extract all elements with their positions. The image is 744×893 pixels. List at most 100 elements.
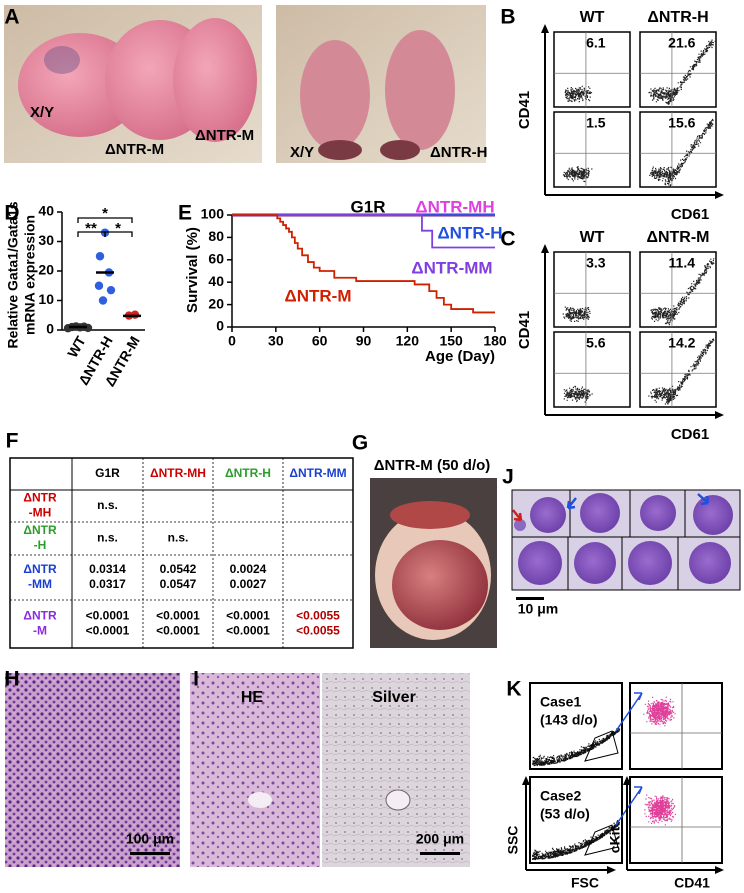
arrow-head [541,24,549,33]
arrow-head [715,411,724,419]
scale-label: 200 μm [416,831,464,847]
dot [95,252,105,261]
photo-a [4,5,486,163]
arrow-head [715,191,724,199]
flow-plot [639,331,717,408]
scale-label: 10 μm [518,601,558,617]
axis-label: SSC [505,826,521,855]
case-label: Case2 [540,788,581,804]
x-tick-label: 180 [483,333,507,349]
cell: 0.0314 [89,562,126,576]
flow-plot [553,111,631,188]
cell: <0.0001 [86,624,130,638]
row-label: -MM [28,577,52,591]
flow-events [648,338,715,405]
series-label: ΔNTR-M [285,286,352,305]
flow-events [563,385,593,403]
flow-events [643,696,676,727]
flow-events [532,820,620,861]
series-label: G1R [351,197,386,216]
column-header: WT [580,229,605,246]
flow-plot [629,776,723,864]
gate [584,730,619,762]
bracket [77,217,133,223]
flow-events [650,258,715,326]
arrow-head [522,776,530,785]
cytology [511,489,741,600]
caption: ΔNTR-M (50 d/o) [374,457,491,474]
panel-label: B [500,6,515,29]
histology [5,673,470,867]
cell: 0.0024 [230,562,267,576]
y-tick-label: 60 [208,251,224,267]
quadrant-value: 3.3 [586,255,606,271]
flow-events [564,85,593,103]
significance: * [102,205,108,222]
y-tick-label: 20 [208,295,224,311]
axis-label: FSC [571,875,599,891]
quadrant-value: 6.1 [586,35,606,51]
case-label: Case1 [540,694,581,710]
cell: 0.0317 [89,577,126,591]
column-header: G1R [95,466,120,480]
quadrant-value: 11.4 [669,255,696,271]
y-tick-label: 10 [38,291,54,307]
row-label: ΔNTR [23,523,57,537]
series-label: ΔNTR-H [437,223,502,242]
cell: n.s. [97,531,118,545]
arrow-head [607,866,616,874]
axis-label: Relative Gata1/Gata1s [5,201,21,348]
photo-label: ΔNTR-M [195,127,254,144]
column-header: ΔNTR-H [225,466,271,480]
y-tick-label: 20 [38,262,54,278]
cell: <0.0055 [296,609,340,623]
survival-line [232,214,495,249]
cell: n.s. [97,498,118,512]
gate-arrow [615,786,643,826]
column-header: ΔNTR-H [647,9,708,26]
arrow-head [541,244,549,253]
panel-label: H [4,668,19,691]
axis-label: CD41 [674,875,710,891]
axis-label: CD41 [516,311,533,349]
cell: <0.0001 [156,624,200,638]
scale-bar [420,852,460,855]
row-label: ΔNTR [23,491,57,505]
flow-events [562,166,593,183]
row-label: -MH [29,506,52,520]
cell: <0.0055 [296,624,340,638]
quadrant-value: 1.5 [586,115,606,131]
panel-label: G [352,432,368,455]
column-header: ΔNTR-MH [150,466,206,480]
flow-plot [629,682,723,770]
row-label: -H [34,538,47,552]
panel-label: A [4,6,19,29]
x-tick-label: 30 [268,333,284,349]
cell: 0.0027 [230,577,267,591]
y-tick-label: 0 [216,318,224,334]
axis-label: cKit [607,826,623,853]
axis-label: CD41 [516,91,533,129]
scale-label: 100 μm [126,831,174,847]
axis-label: Age (Day) [425,348,495,365]
photo-g [370,478,497,648]
x-tick-label: 0 [228,333,236,349]
y-tick-label: 100 [201,206,225,222]
y-tick-label: 40 [38,203,54,219]
survival-line [232,214,495,314]
significance: ** [85,220,97,237]
stain-label: Silver [372,689,416,706]
flow-plot [639,31,717,108]
axis-label: CD61 [671,426,709,443]
bracket [104,231,133,237]
y-tick-label: 80 [208,228,224,244]
cell: 0.0547 [160,577,197,591]
x-tick-label: 60 [312,333,328,349]
dot [94,281,104,290]
row-label: ΔNTR [23,609,57,623]
cell: <0.0001 [226,609,270,623]
x-tick-label: WT [64,333,89,360]
gate [584,824,619,856]
cell: <0.0001 [86,609,130,623]
